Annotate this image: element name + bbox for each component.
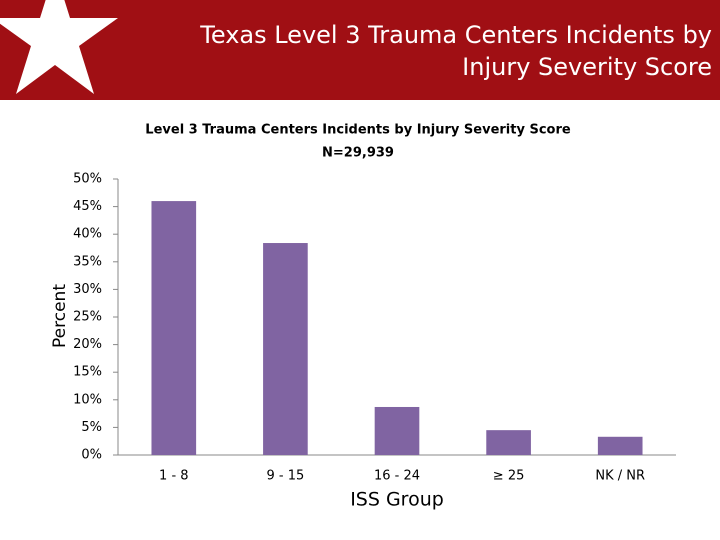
y-axis-label: Percent: [50, 284, 70, 348]
bar: [374, 406, 420, 455]
y-tick-label: 10%: [73, 392, 102, 407]
star-icon: [0, 0, 118, 94]
bar: [486, 430, 531, 455]
slide-title: Injury Severity Score: [462, 53, 712, 81]
chart-subtitle: N=29,939: [322, 146, 394, 161]
y-tick-label: 15%: [73, 365, 102, 380]
bar: [151, 201, 197, 455]
x-axis-label: ISS Group: [350, 489, 444, 511]
x-tick-label: 1 - 8: [159, 469, 189, 484]
y-tick-label: 50%: [73, 172, 102, 187]
y-tick-label: 5%: [81, 420, 102, 435]
x-tick-label: 16 - 24: [374, 469, 420, 484]
x-tick-label: 9 - 15: [267, 469, 305, 484]
y-tick-label: 25%: [73, 310, 102, 325]
bar: [263, 243, 308, 455]
y-tick-label: 35%: [73, 254, 102, 269]
bar: [597, 436, 643, 455]
y-tick-label: 30%: [73, 282, 102, 297]
y-tick-label: 20%: [73, 337, 102, 352]
y-tick-label: 40%: [73, 227, 102, 242]
header-band: [0, 0, 720, 100]
chart-title: Level 3 Trauma Centers Incidents by Inju…: [145, 123, 571, 138]
slide-title: Texas Level 3 Trauma Centers Incidents b…: [199, 21, 712, 49]
y-tick-label: 45%: [73, 199, 102, 214]
x-tick-label: NK / NR: [595, 469, 645, 484]
x-tick-label: ≥ 25: [493, 469, 525, 484]
y-tick-label: 0%: [81, 448, 102, 463]
